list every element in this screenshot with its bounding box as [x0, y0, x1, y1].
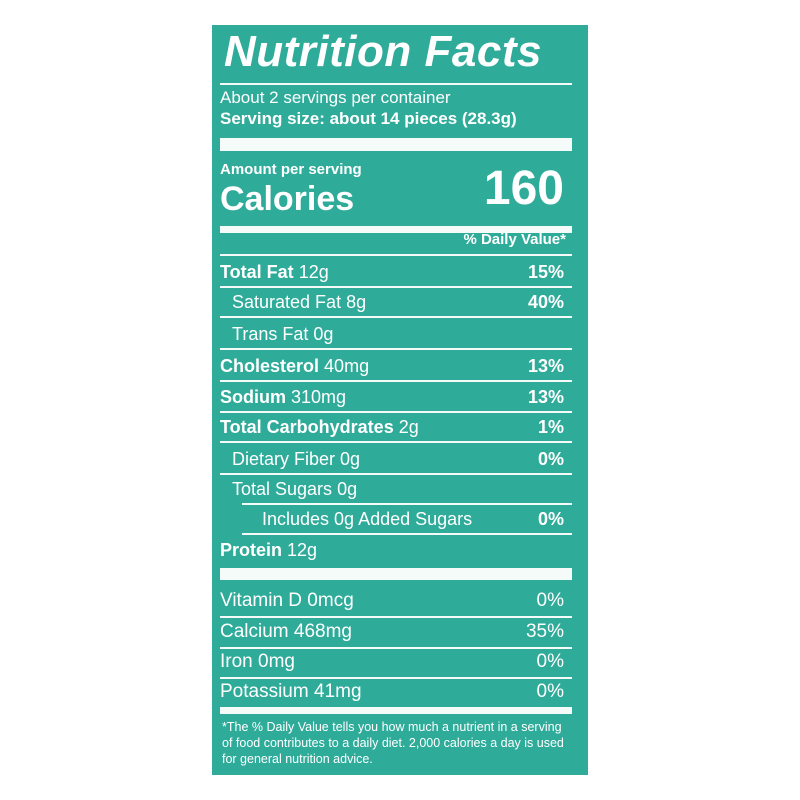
vitamin-row: Vitamin D 0mcg 0%: [220, 587, 572, 615]
daily-value-header: % Daily Value*: [463, 231, 566, 248]
vitamin-amount: 0mg: [258, 651, 295, 672]
thick-divider: [220, 138, 572, 151]
nutrient-amount: 12g: [287, 540, 318, 560]
nutrient-amount: 0g: [340, 449, 361, 469]
nutrient-daily-value: 13%: [527, 356, 564, 376]
nutrient-label: Cholesterol 40mg: [220, 352, 369, 380]
vitamin-name: Potassium: [220, 681, 309, 702]
vitamin-amount: 468mg: [293, 621, 353, 642]
nutrient-label: Total Sugars 0g: [232, 475, 357, 503]
nutrient-daily-value: 15%: [527, 262, 564, 282]
nutrient-label: Protein 12g: [220, 536, 317, 564]
nutrient-name: Protein: [220, 540, 283, 560]
nutrient-label: Dietary Fiber 0g: [232, 445, 360, 473]
vitamin-label: Potassium 41mg: [220, 678, 362, 706]
divider: [220, 677, 572, 679]
nutrient-label: Total Carbohydrates 2g: [220, 413, 419, 441]
vitamin-row: Potassium 41mg 0%: [220, 678, 572, 706]
nutrient-label: Sodium 310mg: [220, 383, 346, 411]
vitamin-label: Vitamin D 0mcg: [220, 587, 354, 615]
vitamin-label: Iron 0mg: [220, 648, 295, 676]
nutrient-label: Total Fat 12g: [220, 258, 329, 286]
nutrient-label: Saturated Fat 8g: [232, 288, 366, 316]
divider: [220, 83, 572, 85]
vitamin-name: Iron: [220, 651, 253, 672]
divider: [242, 533, 572, 535]
nutrient-row: Total Carbohydrates 2g 1%: [220, 413, 572, 441]
divider: [220, 380, 572, 382]
nutrient-name: Cholesterol: [220, 356, 320, 376]
nutrient-amount: 12g: [298, 262, 329, 282]
nutrient-row: Cholesterol 40mg 13%: [220, 352, 572, 380]
nutrient-row: Total Fat 12g 15%: [220, 258, 572, 286]
footnote: *The % Daily Value tells you how much a …: [222, 720, 564, 766]
nutrient-name: Total Carbohydrates: [220, 417, 394, 437]
nutrient-amount: 40mg: [324, 356, 370, 376]
nutrient-row: Trans Fat 0g: [220, 320, 572, 348]
thick-divider: [220, 568, 572, 580]
divider: [242, 503, 572, 505]
divider: [220, 616, 572, 618]
divider: [220, 647, 572, 649]
vitamin-name: Calcium: [220, 621, 289, 642]
divider: [220, 316, 572, 318]
nutrient-amount: 310mg: [291, 387, 347, 407]
vitamin-row: Iron 0mg 0%: [220, 648, 572, 676]
servings-per-container: About 2 servings per container: [220, 88, 451, 107]
nutrient-name: Trans Fat: [232, 324, 309, 344]
medium-divider: [220, 707, 572, 714]
medium-divider: [220, 226, 572, 233]
nutrition-facts-panel: Nutrition Facts About 2 servings per con…: [212, 25, 588, 775]
nutrient-daily-value: 0%: [537, 509, 564, 529]
nutrient-amount: 0g: [337, 479, 358, 499]
vitamin-name: Vitamin D: [220, 590, 303, 611]
nutrient-amount: 2g: [398, 417, 419, 437]
nutrient-daily-value: 40%: [527, 292, 564, 312]
calories-value: 160: [483, 162, 564, 215]
vitamin-amount: 0mcg: [307, 590, 354, 611]
nutrient-row: Total Sugars 0g: [220, 475, 572, 503]
divider: [220, 348, 572, 350]
nutrient-row: Saturated Fat 8g 40%: [220, 288, 572, 316]
vitamin-row: Calcium 468mg 35%: [220, 618, 572, 646]
nutrient-daily-value: 13%: [527, 387, 564, 407]
nutrient-row: Sodium 310mg 13%: [220, 383, 572, 411]
nutrient-name: Dietary Fiber: [232, 449, 336, 469]
nutrient-row: Dietary Fiber 0g 0%: [220, 445, 572, 473]
vitamin-daily-value: 35%: [525, 621, 564, 642]
divider: [220, 411, 572, 413]
serving-size: Serving size: about 14 pieces (28.3g): [220, 109, 517, 128]
nutrient-label: Includes 0g Added Sugars: [262, 505, 472, 533]
vitamin-label: Calcium 468mg: [220, 618, 352, 646]
vitamin-daily-value: 0%: [536, 590, 564, 611]
nutrient-name: Total Sugars: [232, 479, 333, 499]
nutrient-amount: 0g: [313, 324, 334, 344]
nutrient-name: Total Fat: [220, 262, 294, 282]
nutrient-name: Saturated Fat: [232, 292, 342, 312]
title: Nutrition Facts: [224, 27, 542, 76]
nutrient-daily-value: 0%: [537, 449, 564, 469]
divider: [220, 254, 572, 256]
divider: [220, 441, 572, 443]
nutrient-row: Includes 0g Added Sugars 0%: [220, 505, 572, 533]
vitamin-amount: 41mg: [313, 681, 362, 702]
nutrient-name: Sodium: [220, 387, 286, 407]
divider: [220, 286, 572, 288]
vitamin-daily-value: 0%: [536, 651, 564, 672]
nutrient-label: Trans Fat 0g: [232, 320, 333, 348]
vitamin-daily-value: 0%: [536, 681, 564, 702]
nutrient-daily-value: 1%: [537, 417, 564, 437]
nutrient-amount: 8g: [346, 292, 367, 312]
nutrient-name: Includes 0g Added Sugars: [262, 509, 473, 529]
amount-per-serving: Amount per serving: [220, 161, 362, 178]
nutrient-row: Protein 12g: [220, 536, 572, 564]
divider: [220, 473, 572, 475]
calories-label: Calories: [220, 180, 355, 218]
